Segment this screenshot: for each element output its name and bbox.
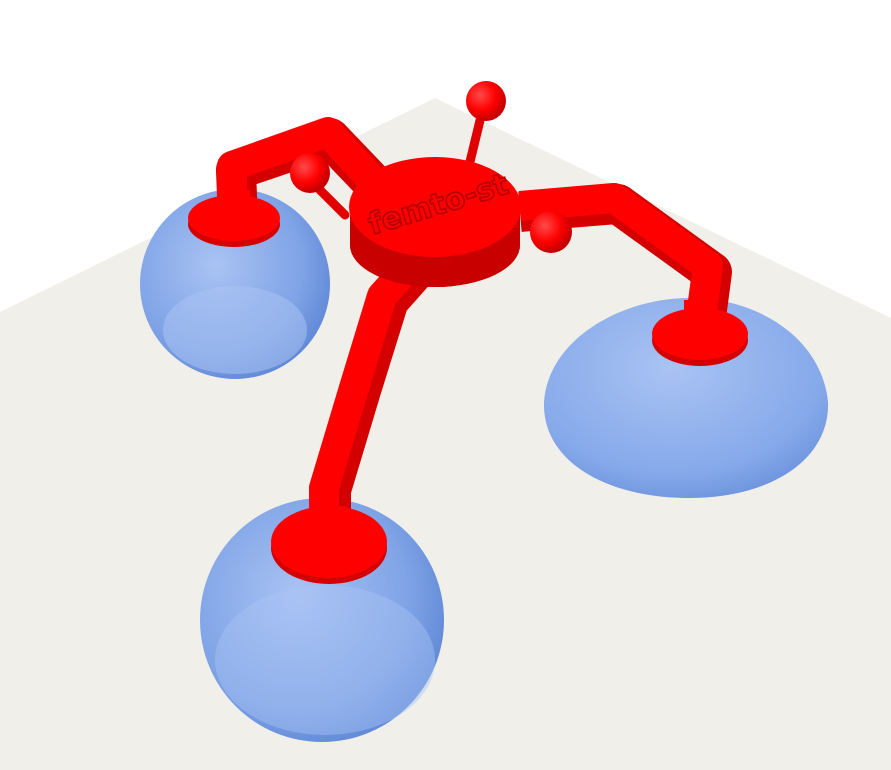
foot-disc-right — [652, 300, 748, 366]
antenna-left — [290, 153, 350, 220]
antenna-back — [463, 81, 506, 175]
antenna-right — [530, 211, 572, 253]
foot-disc-left — [188, 190, 280, 247]
buoy-dome-right — [543, 298, 829, 498]
foot-disc-front — [271, 506, 387, 584]
buoy-sphere-left — [140, 189, 330, 379]
buoy-sphere-front — [200, 498, 444, 742]
central-hub: femto-st — [349, 157, 521, 287]
